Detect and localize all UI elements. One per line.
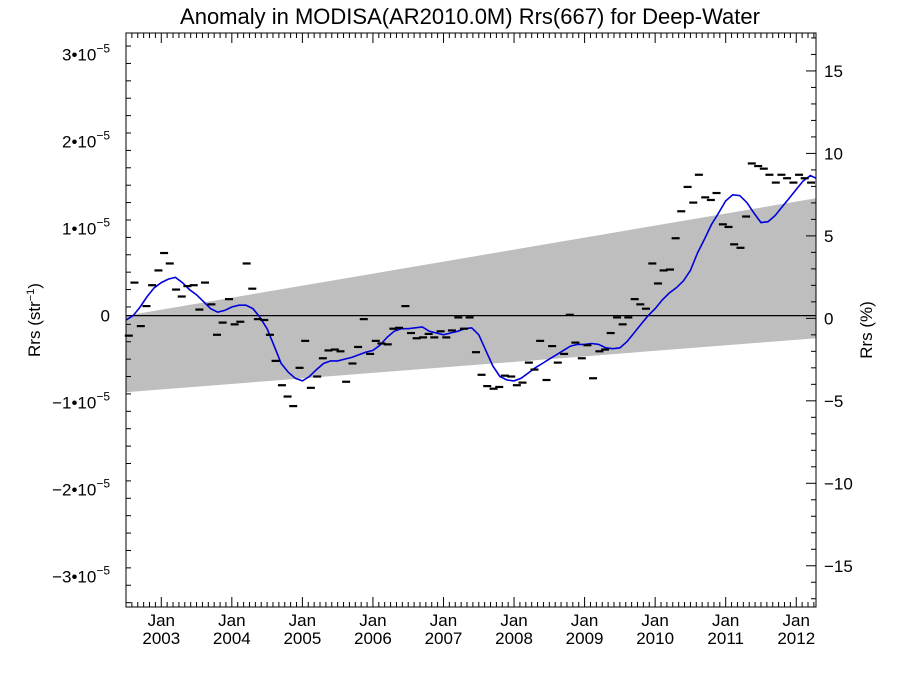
left-y-axis: 3•10−5 2•10−5 1•10−5 0 −1•10−5 −2•10−5 −3•10−5 [52, 42, 131, 604]
chart-title: Anomaly in MODISA(AR2010.0M) Rrs(667) fo… [180, 4, 760, 29]
left-tick-label: 2•10−5 [62, 129, 110, 152]
x-tick-month: Jan [500, 611, 527, 630]
smoothed-series-line [125, 174, 817, 382]
x-tick-month: Jan [641, 611, 668, 630]
smoothed-series-layer [125, 174, 817, 382]
left-tick-label: −3•10−5 [52, 564, 110, 587]
x-axis: Jan2003Jan2004Jan2005Jan2006Jan2007Jan20… [125, 33, 815, 648]
x-tick-month: Jan [148, 611, 175, 630]
right-tick-label: 0 [824, 309, 833, 328]
x-tick-year: 2011 [707, 629, 744, 648]
x-tick-month: Jan [783, 611, 810, 630]
right-tick-label: −10 [824, 474, 853, 493]
right-tick-label: 5 [824, 227, 833, 246]
x-tick-year: 2009 [566, 629, 604, 648]
uncertainty-band [126, 198, 816, 393]
left-tick-label: 1•10−5 [62, 216, 110, 239]
x-tick-month: Jan [218, 611, 245, 630]
right-axis-label: Rrs (%) [857, 301, 876, 359]
x-tick-year: 2004 [213, 629, 251, 648]
right-tick-label: 15 [824, 62, 843, 81]
x-tick-year: 2008 [495, 629, 533, 648]
plot-frame [125, 32, 817, 608]
right-y-axis: 15 10 5 0 −5 −10 −15 [806, 37, 853, 600]
right-tick-label: 10 [824, 144, 843, 163]
x-tick-month: Jan [430, 611, 457, 630]
x-tick-year: 2005 [283, 629, 321, 648]
left-tick-label: −2•10−5 [52, 477, 110, 500]
monthly-anomaly-layer [124, 162, 816, 408]
x-tick-month: Jan [712, 611, 739, 630]
right-tick-label: −5 [824, 392, 843, 411]
x-tick-month: Jan [289, 611, 316, 630]
left-axis-label: Rrs (str−1) [25, 283, 44, 357]
uncertainty-band-layer [126, 198, 816, 393]
x-tick-month: Jan [359, 611, 386, 630]
x-tick-month: Jan [571, 611, 598, 630]
left-tick-label: −1•10−5 [52, 390, 110, 413]
x-tick-year: 2006 [354, 629, 392, 648]
right-tick-label: −15 [824, 557, 853, 576]
left-tick-label: 0 [101, 307, 110, 326]
left-tick-label: 3•10−5 [62, 42, 110, 65]
plot-border [125, 32, 817, 608]
x-tick-year: 2010 [636, 629, 674, 648]
x-tick-year: 2012 [777, 629, 815, 648]
x-tick-year: 2007 [425, 629, 463, 648]
x-tick-year: 2003 [142, 629, 180, 648]
